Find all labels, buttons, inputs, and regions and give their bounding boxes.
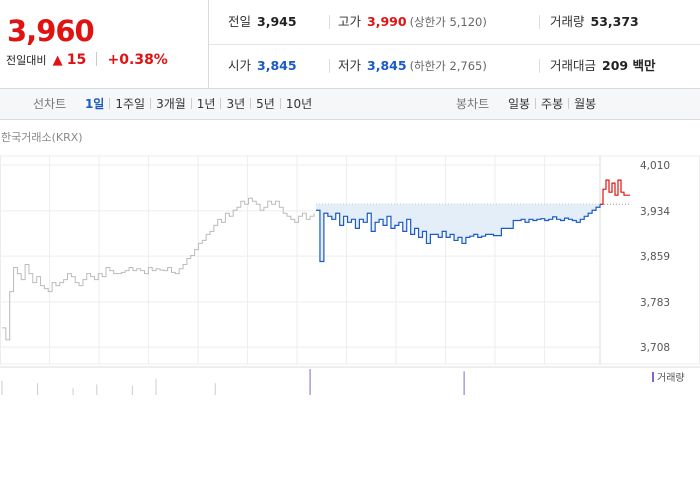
tab-line-period-3[interactable]: 1년 xyxy=(196,97,216,111)
upper-limit: (상한가 5,120) xyxy=(409,15,487,29)
divider xyxy=(539,59,540,73)
tab-candle-period-1[interactable]: 주봉 xyxy=(541,97,564,111)
divider xyxy=(329,59,330,73)
volume-label: 거래량 xyxy=(550,14,585,29)
tab-candle-period-2[interactable]: 월봉 xyxy=(574,97,597,111)
y-tick-label: 3,708 xyxy=(640,342,670,354)
line-chart-tabs: 선차트 1일 1주일 3개월 1년 3년 5년 10년 xyxy=(33,89,317,119)
divider xyxy=(250,98,252,109)
divider xyxy=(539,15,540,29)
up-triangle-icon: ▲ xyxy=(52,53,63,68)
series-today-up-line xyxy=(600,179,630,205)
divider xyxy=(109,98,111,109)
series-today-fill xyxy=(316,204,600,262)
divider xyxy=(279,98,281,109)
prev-close: 전일 3,945 xyxy=(228,0,297,44)
amount-label: 거래대금 xyxy=(550,58,597,73)
divider xyxy=(535,98,537,109)
low-label: 저가 xyxy=(338,58,362,73)
divider xyxy=(150,98,152,109)
legend-volume-swatch xyxy=(652,372,654,382)
series-prev-day-line xyxy=(2,197,315,341)
low-price: 저가 3,845 (하한가 2,765) xyxy=(338,44,487,88)
change-percent: +0.38% xyxy=(107,52,168,68)
tab-line-period-6[interactable]: 10년 xyxy=(285,97,313,111)
candle-chart-title: 봉차트 xyxy=(456,97,490,111)
trade-amount: 거래대금 209 백만 xyxy=(550,44,655,88)
change-label: 전일대비 xyxy=(6,54,47,67)
low-value: 3,845 xyxy=(367,58,407,73)
y-tick-label: 3,934 xyxy=(640,206,670,218)
divider xyxy=(568,98,570,109)
open-price: 시가 3,845 xyxy=(228,44,297,88)
tab-line-period-2[interactable]: 3개월 xyxy=(156,97,186,111)
high-label: 고가 xyxy=(338,14,362,29)
y-tick-label: 3,783 xyxy=(640,297,670,309)
change-value: 15 xyxy=(66,52,87,68)
current-price: 3,960 xyxy=(7,14,95,48)
tab-line-period-4[interactable]: 3년 xyxy=(226,97,246,111)
tab-line-period-1[interactable]: 1주일 xyxy=(115,97,146,111)
amount-value: 209 백만 xyxy=(602,58,656,73)
open-value: 3,845 xyxy=(257,58,297,73)
source-label: 한국거래소(KRX) xyxy=(1,131,83,144)
legend-volume-label: 거래량 xyxy=(657,372,685,384)
y-tick-label: 4,010 xyxy=(640,160,670,172)
price-box: 3,960 전일대비 ▲ 15 +0.38% xyxy=(0,0,209,88)
high-price: 고가 3,990 (상한가 5,120) xyxy=(338,0,487,44)
divider xyxy=(329,15,330,29)
divider xyxy=(220,98,222,109)
quote-panel: 3,960 전일대비 ▲ 15 +0.38% 전일 3,945 고가 3,990 (상… xyxy=(0,0,700,89)
tab-line-period-0[interactable]: 1일 xyxy=(84,97,105,111)
open-label: 시가 xyxy=(228,58,252,73)
line-chart-title: 선차트 xyxy=(33,97,67,111)
tab-candle-period-0[interactable]: 일봉 xyxy=(507,97,531,111)
candle-chart-tabs: 봉차트 일봉 주봉 월봉 xyxy=(456,89,601,119)
chart-toolbar: 선차트 1일 1주일 3개월 1년 3년 5년 10년 봉차트 일봉 주봉 월봉 xyxy=(0,89,700,120)
divider xyxy=(96,52,98,66)
volume-value: 53,373 xyxy=(590,14,639,29)
plot-frame xyxy=(0,155,700,365)
tab-line-period-5[interactable]: 5년 xyxy=(256,97,275,111)
stats-row-2: 시가 3,845 저가 3,845 (하한가 2,765) 거래대금 209 백만 xyxy=(209,44,700,88)
prev-close-label: 전일 xyxy=(228,14,252,29)
series-today-line xyxy=(316,204,601,263)
price-change: 전일대비 ▲ 15 +0.38% xyxy=(6,52,168,68)
price-chart: 한국거래소(KRX) 4,010 3,934 3,859 3,783 3,708 거래량 xyxy=(0,131,700,395)
volume: 거래량 53,373 xyxy=(550,0,639,44)
high-value: 3,990 xyxy=(367,14,407,29)
lower-limit: (하한가 2,765) xyxy=(409,59,487,73)
stats-row-1: 전일 3,945 고가 3,990 (상한가 5,120) 거래량 53,373 xyxy=(209,0,700,45)
divider xyxy=(190,98,192,109)
prev-close-value: 3,945 xyxy=(257,14,297,29)
y-tick-label: 3,859 xyxy=(640,251,670,263)
